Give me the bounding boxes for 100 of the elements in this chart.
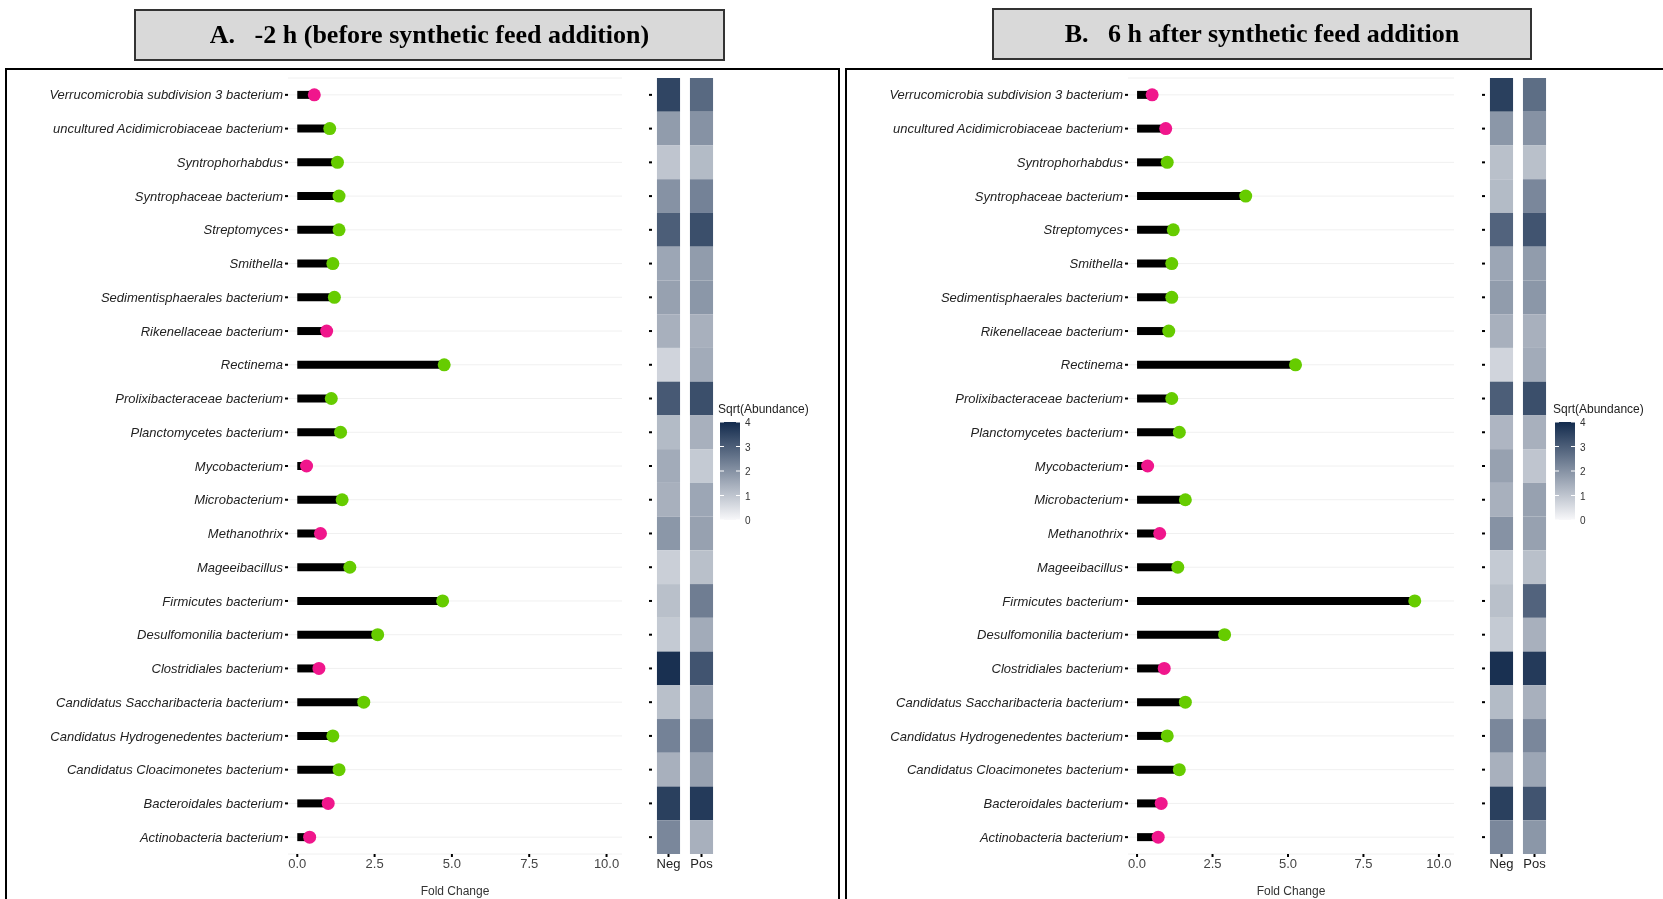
y-tick-label: Planctomycetes bacterium (130, 424, 284, 440)
point (1159, 122, 1173, 136)
point (1239, 189, 1253, 203)
point (300, 459, 314, 473)
y-tick-label: Planctomycetes bacterium (970, 424, 1124, 440)
y-tick-label: Candidatus Cloacimonetes bacterium (906, 762, 1124, 778)
point (313, 526, 327, 540)
y-tick-label: Verrucomicrobia subdivision 3 bacterium (49, 87, 284, 103)
y-tick-label: Rectinema (220, 357, 283, 373)
y-tick-label: Rectinema (1060, 357, 1123, 373)
x-tick-label: 2.5 (365, 856, 384, 872)
x-tick-label: 10.0 (1426, 856, 1452, 872)
point (323, 122, 337, 136)
x-axis-title: Fold Change (1256, 884, 1326, 898)
y-tick-label: Firmicutes bacterium (162, 593, 284, 609)
point (332, 763, 346, 777)
y-tick-label: Candidatus Saccharibacteria bacterium (896, 694, 1124, 710)
point (1141, 459, 1155, 473)
x-tick-label: Pos (1523, 856, 1547, 872)
y-tick-label: Syntrophorhabdus (176, 154, 284, 170)
y-tick-label: Syntrophaceae bacterium (974, 188, 1124, 204)
y-tick-label: Mycobacterium (1034, 458, 1124, 474)
y-tick-label: Smithella (1069, 256, 1123, 272)
point (321, 796, 335, 810)
point (327, 290, 341, 304)
y-tick-label: Rikenellaceae bacterium (980, 323, 1124, 339)
y-tick-label: Sedimentisphaerales bacterium (940, 289, 1124, 305)
y-tick-label: Candidatus Cloacimonetes bacterium (66, 762, 284, 778)
color-bar-label: 1 (1580, 490, 1586, 502)
y-tick-label: Candidatus Saccharibacteria bacterium (56, 694, 284, 710)
x-tick-label: 0.0 (288, 856, 307, 872)
y-tick-label: Verrucomicrobia subdivision 3 bacterium (889, 87, 1124, 103)
y-tick-label: Prolixibacteraceae bacterium (955, 391, 1124, 407)
point (330, 155, 344, 169)
point (1162, 324, 1176, 338)
x-tick-label: Pos (690, 856, 714, 872)
point (1178, 493, 1192, 507)
color-bar-label: 1 (745, 490, 751, 502)
y-tick-label: Microbacterium (194, 492, 284, 508)
point (1172, 763, 1186, 777)
x-tick-label: 7.5 (520, 856, 539, 872)
y-tick-label: Candidatus Hydrogenedentes bacterium (890, 728, 1124, 744)
y-tick-label: Firmicutes bacterium (1002, 593, 1124, 609)
y-tick-label: Clostridiales bacterium (991, 661, 1124, 677)
point (1153, 526, 1167, 540)
x-tick-label: 2.5 (1203, 856, 1222, 872)
y-tick-label: Actinobacteria bacterium (138, 829, 284, 845)
y-tick-label: Desulfomonilia bacterium (977, 627, 1124, 643)
x-axis-title: Fold Change (420, 884, 490, 898)
color-bar-label: 0 (745, 515, 751, 526)
x-tick-label: 5.0 (442, 856, 461, 872)
point (437, 358, 451, 372)
color-bar-label: 2 (745, 466, 751, 477)
y-tick-label: Prolixibacteraceae bacterium (115, 391, 284, 407)
point (1172, 425, 1186, 439)
point (334, 425, 348, 439)
y-tick-label: Syntrophaceae bacterium (134, 188, 284, 204)
point (312, 661, 326, 675)
chart-title: B. 6 h after synthetic feed addition (992, 8, 1532, 60)
x-tick-label: 10.0 (593, 856, 620, 872)
y-tick-label: Candidatus Hydrogenedentes bacterium (50, 728, 284, 744)
point (326, 729, 340, 743)
point (324, 392, 338, 406)
point (1289, 358, 1303, 372)
y-tick-label: Rikenellaceae bacterium (140, 323, 284, 339)
point (332, 189, 346, 203)
y-tick-label: Mycobacterium (194, 458, 284, 474)
point (357, 695, 371, 709)
color-bar-label: 3 (1580, 441, 1586, 453)
x-tick-label: Neg (1489, 856, 1514, 872)
y-tick-label: Mageeibacillus (197, 559, 284, 575)
y-tick-label: Streptomyces (203, 222, 284, 238)
y-tick-label: Streptomyces (1043, 222, 1124, 238)
color-bar-label: 2 (1580, 466, 1586, 477)
point (1165, 257, 1179, 271)
point (303, 830, 317, 844)
point (1408, 594, 1422, 608)
y-tick-label: uncultured Acidimicrobiaceae bacterium (52, 121, 284, 137)
y-tick-label: Actinobacteria bacterium (978, 829, 1124, 845)
x-tick-label: 7.5 (1354, 856, 1373, 872)
y-tick-label: Methanothrix (207, 526, 284, 542)
point (1165, 290, 1179, 304)
point (1157, 661, 1171, 675)
x-tick-label: 5.0 (1278, 856, 1298, 872)
point (343, 560, 357, 574)
x-tick-label: Neg (656, 856, 681, 872)
color-bar-label: 4 (1580, 417, 1586, 428)
point (371, 628, 385, 642)
color-bar-title: Sqrt(Abundance) (1553, 402, 1644, 416)
point (335, 493, 349, 507)
y-tick-label: Syntrophorhabdus (1016, 154, 1124, 170)
point (436, 594, 450, 608)
y-tick-label: Smithella (229, 256, 283, 272)
point (320, 324, 334, 338)
point (326, 257, 340, 271)
y-tick-label: Clostridiales bacterium (151, 661, 284, 677)
point (1171, 560, 1185, 574)
color-bar-label: 3 (745, 441, 751, 453)
x-tick-label: 0.0 (1128, 856, 1147, 872)
y-tick-label: Mageeibacillus (1037, 559, 1124, 575)
